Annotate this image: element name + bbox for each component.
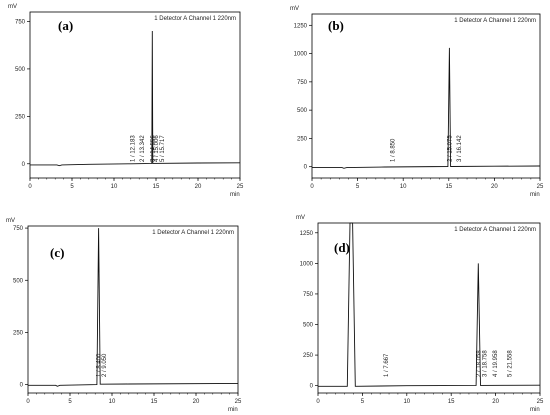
chart-panel-2: mV min 1 Detector A Channel 1 220nm 0 5 10 15 2…	[290, 6, 544, 198]
x-tick-label: 5	[70, 184, 74, 190]
legend-text: 1 Detector A Channel 1 220nm	[454, 227, 536, 233]
peak-label: 1 / 8.400	[97, 353, 103, 377]
peak-label: 4 / 19.958	[493, 350, 499, 377]
legend-text: 1 Detector A Channel 1 220nm	[152, 230, 234, 236]
x-tick-label: 25	[537, 184, 544, 190]
peak-label: 2 / 18.058	[476, 350, 482, 377]
x-tick-label: 20	[492, 399, 499, 405]
x-tick-label: 0	[310, 184, 314, 190]
y-tick-label: 0	[20, 383, 24, 389]
x-tick-label: 10	[109, 399, 116, 405]
chromatogram-trace	[30, 30, 241, 167]
peak-label: 5 / 15.717	[160, 135, 166, 162]
x-tick-label: 10	[403, 399, 410, 405]
y-axis-label: mV	[296, 215, 305, 221]
y-tick-label: 750	[303, 292, 314, 298]
x-tick-label: 10	[400, 184, 407, 190]
panel-label: (d)	[334, 240, 350, 255]
y-tick-label: 1000	[294, 52, 308, 58]
chromatogram-trace	[312, 47, 541, 169]
y-tick-label: 500	[303, 323, 314, 329]
chromatogram-trace	[28, 228, 239, 387]
plot-frame	[317, 222, 541, 394]
y-axis-label: mV	[290, 6, 299, 12]
y-axis-label: mV	[6, 218, 15, 224]
x-axis-label: min	[530, 407, 540, 413]
peak-label: 2 / 15.075	[447, 135, 453, 162]
y-tick-label: 500	[15, 67, 26, 73]
x-axis-label: min	[230, 192, 240, 198]
panel-label: (a)	[58, 18, 73, 33]
x-tick-label: 20	[193, 399, 200, 405]
peak-label: 3 / 18.758	[483, 350, 489, 377]
plot-frame	[29, 11, 241, 179]
panel-label: (c)	[50, 245, 64, 260]
x-tick-label: 0	[28, 184, 32, 190]
peak-label: 2 / 13.342	[140, 135, 146, 162]
x-tick-label: 0	[26, 399, 30, 405]
y-tick-label: 750	[13, 226, 24, 232]
x-tick-label: 20	[195, 184, 202, 190]
peak-label: 3 / 14.556	[150, 135, 156, 162]
y-tick-label: 250	[15, 114, 26, 120]
peak-label: 5 / 21.558	[507, 350, 513, 377]
y-tick-label: 500	[13, 278, 24, 284]
x-tick-label: 5	[356, 184, 360, 190]
x-tick-label: 20	[491, 184, 498, 190]
x-axis-label: min	[228, 407, 238, 413]
y-tick-label: 750	[15, 19, 26, 25]
x-tick-label: 15	[153, 184, 160, 190]
y-tick-label: 1250	[300, 231, 314, 237]
x-tick-label: 15	[448, 399, 455, 405]
chart-panel-3: mV min 1 Detector A Channel 1 220nm 0 5 10 15 2…	[6, 218, 242, 413]
x-tick-label: 0	[316, 399, 320, 405]
y-tick-label: 0	[22, 162, 26, 168]
legend-text: 1 Detector A Channel 1 220nm	[154, 16, 236, 22]
x-tick-label: 25	[235, 399, 242, 405]
chromatogram-trace	[318, 222, 541, 387]
peak-label: 1 / 12.183	[130, 135, 136, 162]
y-tick-label: 1250	[294, 23, 308, 29]
x-tick-label: 25	[237, 184, 244, 190]
y-tick-label: 250	[303, 353, 314, 359]
x-tick-label: 5	[68, 399, 72, 405]
y-tick-label: 0	[304, 165, 308, 171]
panel-label: (b)	[328, 18, 344, 33]
y-tick-label: 250	[13, 330, 24, 336]
plot-frame	[311, 13, 541, 179]
peak-label: 1 / 8.850	[391, 138, 397, 162]
y-tick-label: 750	[297, 80, 308, 86]
y-axis-label: mV	[8, 4, 17, 10]
peak-label: 4 / 15.006	[154, 135, 160, 162]
chart-panel-1: mV min 1 Detector A Channel 1 220nm 0 5 10 15 2…	[8, 4, 244, 198]
x-tick-label: 15	[151, 399, 158, 405]
x-tick-label: 25	[537, 399, 544, 405]
x-axis-label: min	[530, 192, 540, 198]
x-tick-label: 10	[111, 184, 118, 190]
chart-panel-4: mV min 1 Detector A Channel 1 220nm 0 5 10 15 2…	[296, 215, 544, 413]
peak-label: 2 / 9.050	[102, 353, 108, 377]
peak-label: 3 / 16.142	[457, 135, 463, 162]
plot-frame	[27, 225, 239, 394]
x-tick-label: 5	[361, 399, 365, 405]
x-tick-label: 15	[445, 184, 452, 190]
y-tick-label: 1000	[300, 261, 314, 267]
peak-label: 1 / 7.667	[384, 353, 390, 377]
y-tick-label: 250	[297, 136, 308, 142]
legend-text: 1 Detector A Channel 1 220nm	[454, 18, 536, 24]
y-tick-label: 500	[297, 108, 308, 114]
y-tick-label: 0	[310, 384, 314, 390]
